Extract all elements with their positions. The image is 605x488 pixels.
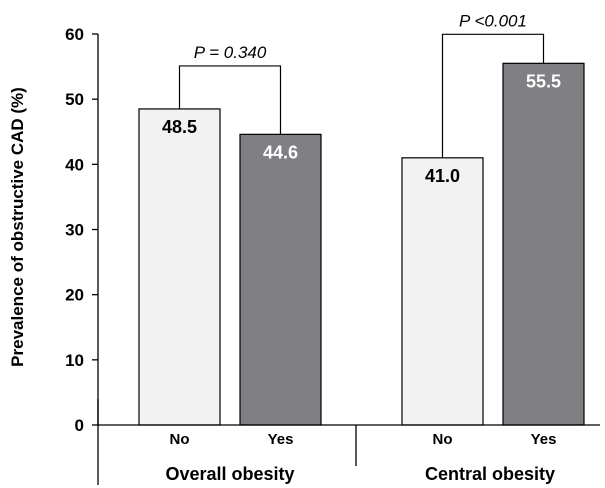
bar (502, 62, 585, 426)
y-tick-label: 30 (65, 221, 84, 240)
bar-value-label: 41.0 (425, 166, 460, 186)
p-value-label: P <0.001 (459, 11, 527, 30)
y-tick-label: 0 (75, 416, 84, 435)
y-tick-label: 20 (65, 286, 84, 305)
x-category-label: No (433, 431, 453, 448)
bar-value-label: 44.6 (263, 142, 298, 162)
x-category-label: Yes (268, 431, 294, 448)
bars: 48.5 44.6 41.0 55.5 (138, 62, 585, 426)
p-value-bracket (178, 65, 282, 135)
group-label: Central obesity (425, 464, 555, 484)
x-category-label: Yes (531, 431, 557, 448)
bar-value-label: 55.5 (526, 71, 561, 91)
bar (239, 133, 322, 426)
y-tick-label: 10 (65, 351, 84, 370)
bar (138, 108, 221, 426)
y-tick-label: 40 (65, 155, 84, 174)
bar (401, 157, 484, 426)
x-category-label: No (170, 431, 190, 448)
y-axis-title: Prevalence of obstructive CAD (%) (8, 87, 27, 367)
y-tick-label: 50 (65, 90, 84, 109)
p-value-label: P = 0.340 (194, 43, 267, 62)
y-tick-label: 60 (65, 25, 84, 44)
p-value-annotations: P = 0.340 P <0.001 (178, 11, 545, 158)
group-label: Overall obesity (165, 464, 294, 484)
category-labels: No Yes Overall obesity No Yes Central obesity (97, 399, 600, 485)
y-axis: 0 10 20 30 40 50 60 (65, 25, 99, 435)
p-value-bracket (441, 33, 545, 158)
bar-value-label: 48.5 (162, 117, 197, 137)
